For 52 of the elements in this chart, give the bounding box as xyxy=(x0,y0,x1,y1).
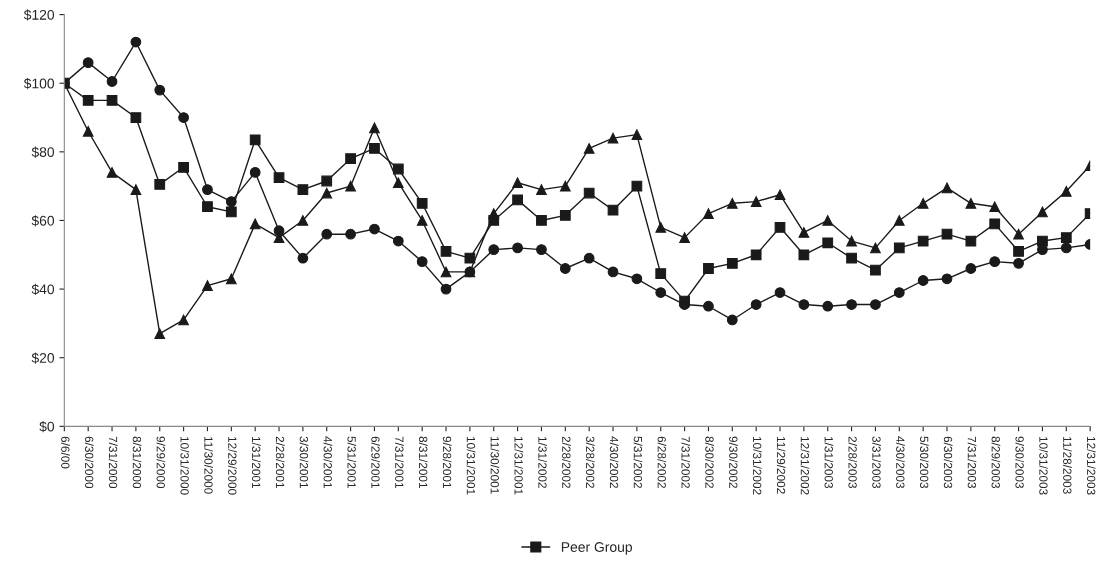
x-tick-label: 1/31/2001 xyxy=(252,436,261,488)
x-tick-label: 1/31/2002 xyxy=(538,436,547,488)
x-tick-label: 12/31/2003 xyxy=(1086,436,1096,495)
x-tick-label: 6/28/2002 xyxy=(657,436,667,488)
x-tick-label: 3/31/2003 xyxy=(872,436,881,489)
legend-label: Peer Group xyxy=(561,542,632,555)
x-tick-label: 8/29/2003 xyxy=(991,436,1001,489)
x-tick-label: 11/30/2001 xyxy=(490,436,500,494)
y-tick-label: $120 xyxy=(23,9,55,21)
x-tick-label: 9/28/2001 xyxy=(442,436,452,488)
y-tick-label: $20 xyxy=(31,352,55,364)
x-tick-label: 5/31/2002 xyxy=(633,436,643,488)
x-tick-label: 9/29/2000 xyxy=(156,436,166,489)
x-tick-label: 12/29/2000 xyxy=(228,436,237,495)
x-tick-label: 6/6/00 xyxy=(61,436,70,469)
x-tick-label: 8/31/2001 xyxy=(419,436,428,488)
x-tick-label: 9/30/2002 xyxy=(729,436,738,488)
x-tick-label: 3/28/2002 xyxy=(585,436,595,488)
x-tick-label: 9/30/2003 xyxy=(1015,436,1025,489)
x-tick-label: 11/30/2000 xyxy=(204,436,213,494)
x-tick-label: 8/31/2000 xyxy=(132,436,142,489)
x-tick-label: 7/31/2000 xyxy=(108,436,118,489)
x-tick-label: 12/31/2002 xyxy=(800,436,810,495)
x-tick-label: 6/29/2001 xyxy=(371,436,380,488)
x-tick-label: 6/30/2003 xyxy=(943,436,953,489)
x-tick-label: 5/30/2003 xyxy=(919,436,929,489)
x-tick-label: 11/28/2003 xyxy=(1063,436,1072,494)
y-tick-label: $100 xyxy=(23,77,55,90)
x-tick-label: 2/28/2003 xyxy=(848,436,858,489)
x-tick-label: 2/28/2001 xyxy=(275,436,285,488)
x-tick-label: 7/31/2003 xyxy=(967,436,977,489)
x-tick-label: 11/29/2002 xyxy=(776,436,786,494)
x-tick-label: 1/31/2003 xyxy=(824,436,834,489)
x-tick-label: 3/30/2001 xyxy=(299,436,309,488)
y-tick-label: $0 xyxy=(39,421,55,433)
x-tick-label: 10/31/2000 xyxy=(180,436,190,495)
y-tick-label: $60 xyxy=(31,215,55,227)
x-tick-label: 4/30/2002 xyxy=(609,436,619,488)
x-tick-label: 2/28/2002 xyxy=(562,436,571,488)
x-tick-label: 6/30/2000 xyxy=(85,436,94,489)
x-tick-label: 8/30/2002 xyxy=(705,436,714,488)
x-tick-label: 5/31/2001 xyxy=(347,436,357,488)
x-tick-label: 10/31/2001 xyxy=(466,436,476,495)
x-tick-label: 10/31/2003 xyxy=(1039,436,1048,495)
x-tick-label: 10/31/2002 xyxy=(752,436,762,495)
y-tick-label: $40 xyxy=(31,283,55,296)
y-tick-label: $80 xyxy=(31,146,55,158)
x-tick-label: 7/31/2002 xyxy=(681,436,691,488)
x-tick-label: 12/31/2001 xyxy=(514,436,524,495)
x-tick-label: 7/31/2001 xyxy=(395,436,404,488)
x-tick-label: 4/30/2001 xyxy=(323,436,333,488)
x-tick-label: 4/30/2003 xyxy=(896,436,905,489)
